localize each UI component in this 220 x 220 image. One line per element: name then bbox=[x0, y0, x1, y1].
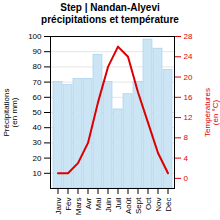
svg-text:Sept: Sept bbox=[134, 197, 143, 214]
svg-text:10: 10 bbox=[33, 169, 42, 178]
svg-text:8: 8 bbox=[184, 133, 189, 142]
svg-text:50: 50 bbox=[33, 108, 42, 117]
svg-text:Précipitations(en mm): Précipitations(en mm) bbox=[2, 88, 19, 136]
svg-text:12: 12 bbox=[184, 113, 193, 122]
svg-text:28: 28 bbox=[184, 32, 193, 41]
svg-text:16: 16 bbox=[184, 93, 193, 102]
svg-text:Juil: Juil bbox=[114, 197, 123, 209]
svg-text:20: 20 bbox=[184, 73, 193, 82]
svg-text:0: 0 bbox=[184, 174, 189, 183]
svg-text:Mai: Mai bbox=[94, 197, 103, 210]
svg-text:20: 20 bbox=[33, 154, 42, 163]
svg-text:60: 60 bbox=[33, 93, 42, 102]
svg-text:24: 24 bbox=[184, 52, 193, 61]
svg-text:Juin: Juin bbox=[104, 198, 113, 213]
svg-text:Nov: Nov bbox=[154, 198, 163, 212]
svg-text:Températures(en °C): Températures(en °C) bbox=[203, 88, 220, 137]
html-text:Step | Nandan-Alyevi précipita: Step | Nandan-Alyevi précipitations et t… bbox=[41, 2, 179, 25]
svg-text:90: 90 bbox=[33, 47, 42, 56]
svg-text:30: 30 bbox=[33, 138, 42, 147]
svg-text:80: 80 bbox=[33, 62, 42, 71]
svg-text:100: 100 bbox=[28, 32, 42, 41]
svg-text:Août: Août bbox=[124, 197, 133, 214]
svg-text:Avr: Avr bbox=[84, 197, 93, 209]
svg-text:4: 4 bbox=[184, 154, 189, 163]
svg-text:40: 40 bbox=[33, 123, 42, 132]
svg-text:Fév: Fév bbox=[64, 198, 73, 211]
svg-text:70: 70 bbox=[33, 78, 42, 87]
svg-text:Mars: Mars bbox=[74, 198, 83, 216]
svg-text:Oct: Oct bbox=[144, 197, 153, 210]
svg-text:Janv: Janv bbox=[54, 198, 63, 215]
svg-text:Déc: Déc bbox=[164, 198, 173, 212]
